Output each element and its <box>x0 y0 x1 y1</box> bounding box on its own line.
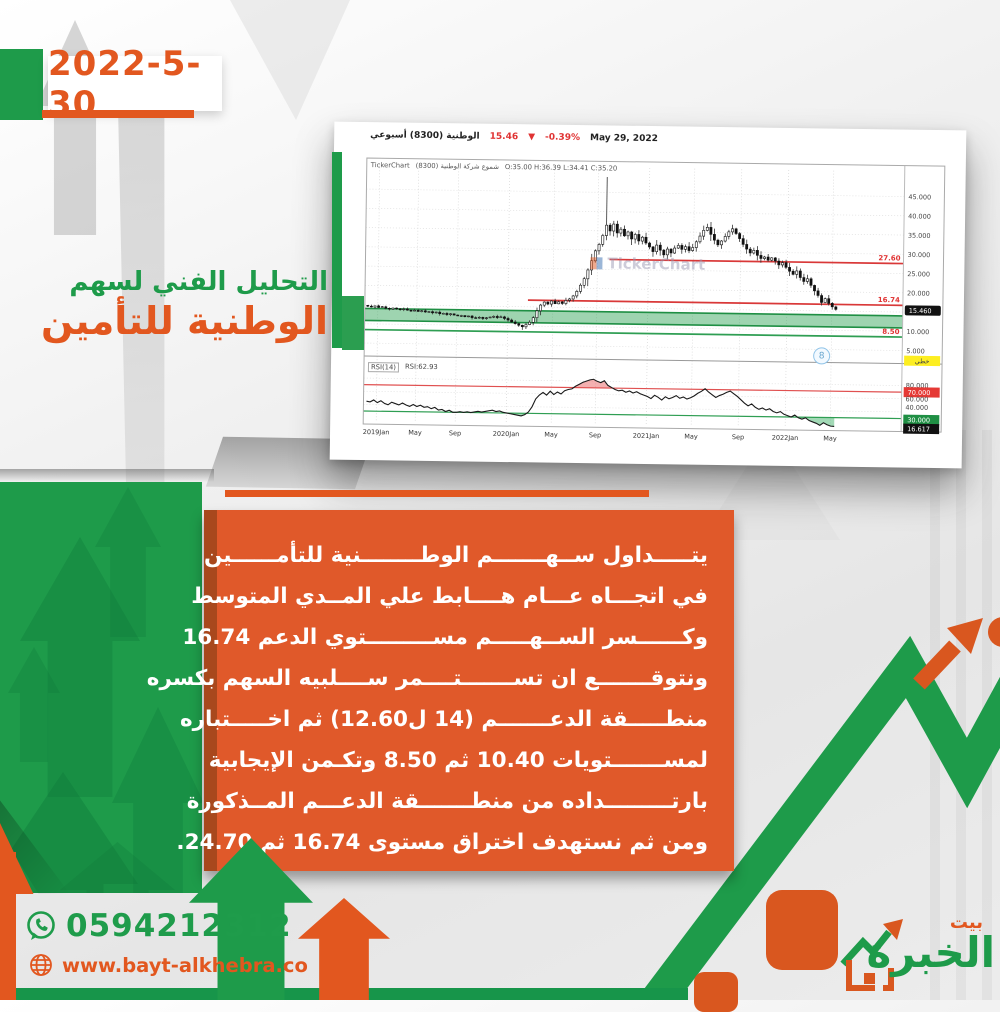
svg-text:خطي: خطي <box>915 357 930 365</box>
post-title: التحليل الفني لسهم الوطنية للتأمين <box>38 266 328 344</box>
chart-card: 27.60 16.74 8.50 45.000 40.000 35.000 30.000 25… <box>330 122 967 469</box>
date-underline <box>42 110 194 118</box>
svg-text:15.460: 15.460 <box>909 307 932 315</box>
svg-text:30.000: 30.000 <box>908 251 931 259</box>
platform-name: TickerChart <box>371 161 410 170</box>
last-price: 15.46 <box>490 132 519 142</box>
price-chart-svg: 27.60 16.74 8.50 45.000 40.000 35.000 30.000 25… <box>330 122 967 469</box>
date-badge: 2022-5-30 <box>48 56 222 111</box>
orange-rounded-square <box>766 890 838 970</box>
change-percent: -0.39% <box>545 133 580 143</box>
svg-text:2022Jan: 2022Jan <box>772 434 799 442</box>
tickerchart-logo-text: TickerChart <box>607 254 705 273</box>
series-desc: شموع شركة الوطنية (8300) <box>416 162 499 171</box>
whatsapp-icon <box>24 909 58 943</box>
chart-date: May 29, 2022 <box>590 133 658 144</box>
instrument-name: الوطنية (8300) أسبوعي <box>370 130 480 142</box>
svg-text:16.74: 16.74 <box>878 296 900 304</box>
analysis-line: يتـــــداول ســهـــــــم الوطــــــــنية… <box>241 535 708 576</box>
brand-logo: بيت الخبرة <box>833 896 997 996</box>
svg-text:2021Jan: 2021Jan <box>633 432 660 440</box>
circle-8-watermark: 8 <box>813 347 830 364</box>
svg-text:45.000: 45.000 <box>908 193 931 201</box>
svg-text:10.000: 10.000 <box>906 328 929 336</box>
analysis-text-block: يتـــــداول ســهـــــــم الوطــــــــنية… <box>204 510 734 871</box>
rsi-indicator-label: RSI(14) <box>368 362 399 372</box>
svg-text:May: May <box>823 434 837 442</box>
website-url: www.bayt-alkhebra.co <box>62 954 308 977</box>
svg-text:2020Jan: 2020Jan <box>493 430 520 438</box>
svg-text:70.000: 70.000 <box>908 389 931 397</box>
analysis-line: ومن ثم نستهدف اختراق مستوى 16.74 ثم 24.7… <box>241 822 708 863</box>
panel-top-shadow <box>0 469 214 482</box>
bg-gray-triangle <box>230 0 350 120</box>
svg-text:20.000: 20.000 <box>907 289 930 297</box>
analysis-line: لمســـــــتويات 10.40 ثم 8.50 وتكـمن الإ… <box>241 740 708 781</box>
ohlc-values: O:35.00 H:36.39 L:34.41 C:35.20 <box>505 163 617 173</box>
svg-text:35.000: 35.000 <box>908 232 931 240</box>
svg-text:80.000: 80.000 <box>906 382 929 390</box>
analysis-line: بارتـــــــــداده من منطـــــــقة الدعــ… <box>241 781 708 822</box>
svg-text:40.000: 40.000 <box>908 212 931 220</box>
svg-text:May: May <box>544 431 558 439</box>
svg-text:Sep: Sep <box>449 429 461 437</box>
analysis-line: ونتوقـــــــع ان تســـــــتــــمر ســــل… <box>241 658 708 699</box>
svg-text:25.000: 25.000 <box>907 270 930 278</box>
phone-number: 0594212312 <box>66 908 292 944</box>
tickerchart-watermark: TickerChart <box>590 254 705 274</box>
svg-text:Sep: Sep <box>732 433 744 441</box>
left-orange-strip <box>0 852 16 1000</box>
analysis-line: في اتجـــاه عـــام هــــابط علي المــدي … <box>241 576 708 617</box>
analysis-line: وكــــــسر الســهـــــم مســـــــــتوي ا… <box>241 617 708 658</box>
website-row: www.bayt-alkhebra.co <box>28 952 308 978</box>
date-green-block <box>0 49 43 120</box>
rsi-label-row: RSI(14) RSI:62.93 <box>368 362 438 373</box>
down-arrow-icon: ▼ <box>528 132 535 142</box>
separator-bar <box>225 490 649 497</box>
svg-text:8.50: 8.50 <box>882 328 900 336</box>
svg-text:Sep: Sep <box>589 431 601 439</box>
svg-text:May: May <box>408 429 422 437</box>
svg-text:5.000: 5.000 <box>906 347 925 355</box>
orange-rounded-square-small <box>694 972 738 1012</box>
svg-text:30.000: 30.000 <box>907 416 930 424</box>
tickerchart-logo-icon <box>590 257 602 269</box>
logo-word-main: الخبرة <box>866 928 995 977</box>
title-green-bar <box>332 152 342 348</box>
chart-header: الوطنية (8300) أسبوعي 15.46 ▼ -0.39% May… <box>370 130 658 144</box>
title-line2: الوطنية للتأمين <box>38 298 328 344</box>
svg-text:27.60: 27.60 <box>878 254 900 262</box>
svg-text:2019Jan: 2019Jan <box>363 428 390 436</box>
title-line1: التحليل الفني لسهم <box>38 266 328 298</box>
svg-text:60.000: 60.000 <box>906 395 929 403</box>
up-arrow-orange <box>298 898 390 1000</box>
chart-info-line: TickerChart شموع شركة الوطنية (8300) O:3… <box>371 161 618 172</box>
rsi-value-label: RSI:62.93 <box>405 363 438 373</box>
svg-text:16.617: 16.617 <box>907 425 930 433</box>
analysis-line: منطـــــقة الدعـــــــم (14 ل12.60) ثم ا… <box>241 699 708 740</box>
support-zone-edge <box>342 296 364 350</box>
phone-row: 0594212312 <box>24 908 292 944</box>
svg-text:May: May <box>684 433 698 441</box>
northeast-arrow-icon <box>905 612 995 697</box>
globe-icon <box>28 952 54 978</box>
svg-text:40.000: 40.000 <box>905 404 928 412</box>
